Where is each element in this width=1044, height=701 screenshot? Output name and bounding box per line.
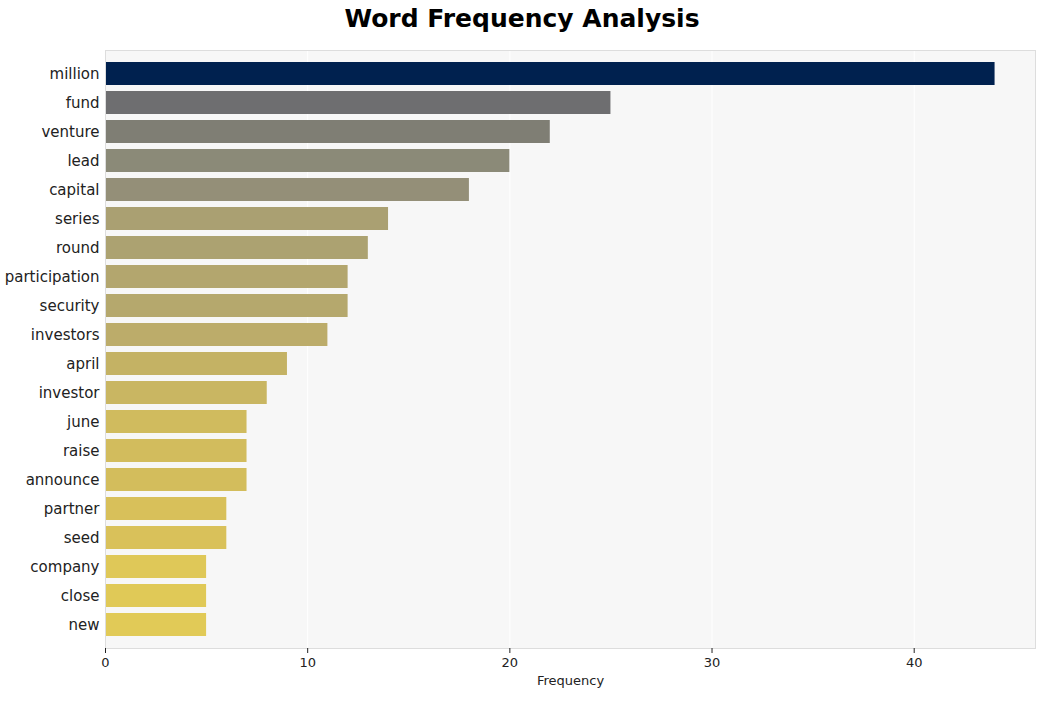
svg-text:10: 10 <box>299 655 316 670</box>
svg-text:venture: venture <box>41 123 99 141</box>
svg-text:30: 30 <box>704 655 721 670</box>
svg-text:raise: raise <box>63 442 100 460</box>
svg-text:investor: investor <box>39 384 101 402</box>
svg-text:security: security <box>40 297 100 315</box>
svg-text:partner: partner <box>44 500 100 518</box>
svg-text:company: company <box>30 558 99 576</box>
svg-text:june: june <box>66 413 99 431</box>
svg-text:announce: announce <box>26 471 100 489</box>
svg-text:seed: seed <box>64 529 100 547</box>
svg-text:fund: fund <box>66 94 100 112</box>
svg-text:series: series <box>55 210 100 228</box>
svg-text:40: 40 <box>906 655 923 670</box>
html-text:Word Frequency Analysis: Word Frequency Analysis <box>344 4 700 33</box>
svg-text:april: april <box>66 355 99 373</box>
svg-text:million: million <box>50 65 100 83</box>
svg-text:20: 20 <box>502 655 519 670</box>
svg-text:Frequency: Frequency <box>537 673 604 688</box>
svg-text:new: new <box>68 616 99 634</box>
svg-text:participation: participation <box>5 268 100 286</box>
svg-text:investors: investors <box>31 326 100 344</box>
svg-text:round: round <box>56 239 100 257</box>
svg-text:0: 0 <box>101 655 109 670</box>
svg-text:close: close <box>61 587 100 605</box>
svg-text:capital: capital <box>49 181 99 199</box>
svg-text:lead: lead <box>67 152 99 170</box>
